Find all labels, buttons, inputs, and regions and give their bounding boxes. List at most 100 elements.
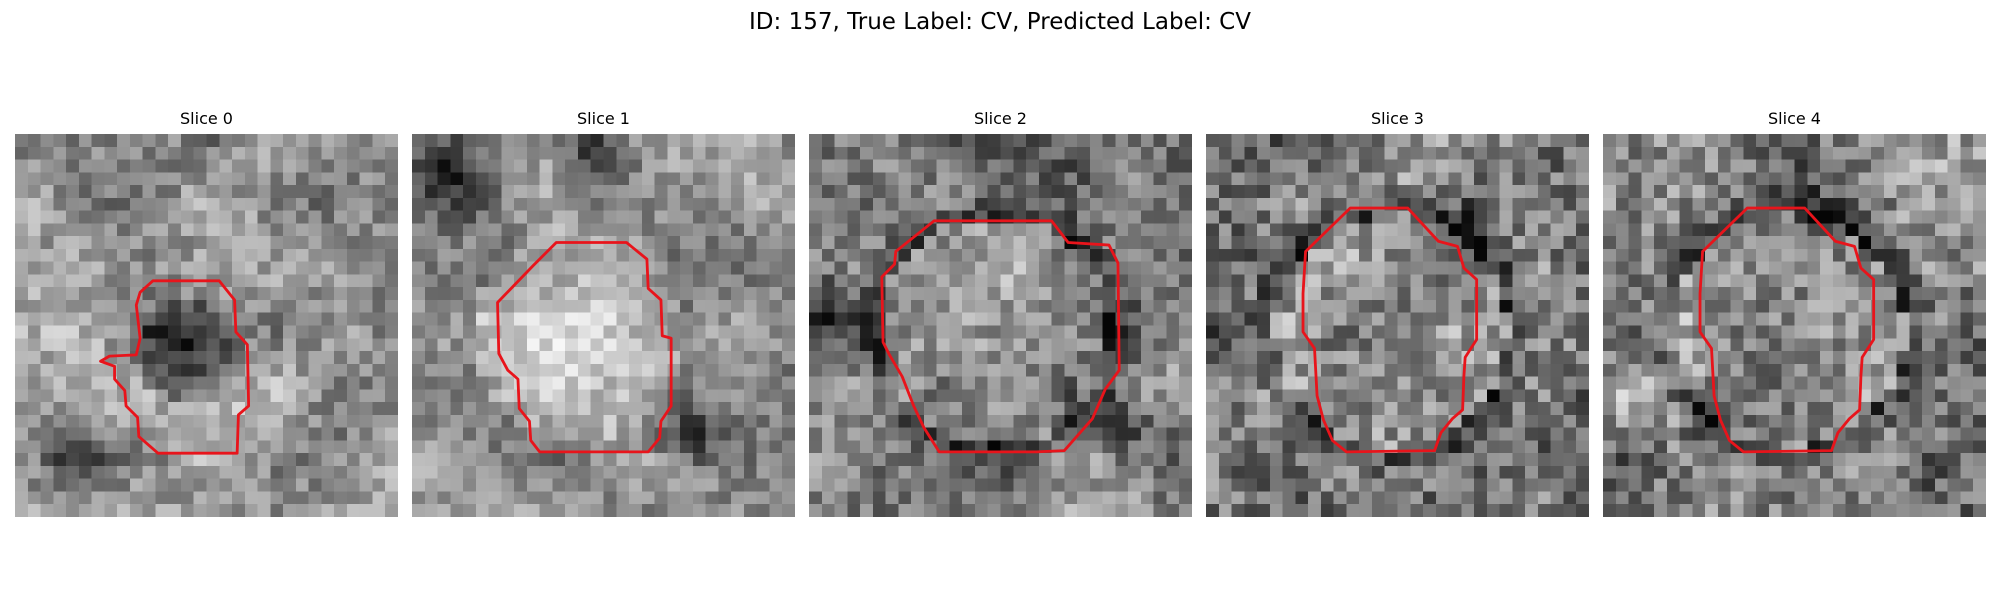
- image-pixel: [129, 363, 143, 377]
- image-pixel: [962, 453, 976, 467]
- image-pixel: [885, 389, 899, 403]
- slice-image: [15, 134, 398, 517]
- image-pixel: [1692, 478, 1706, 492]
- image-pixel: [936, 376, 950, 390]
- image-pixel: [40, 236, 54, 250]
- image-pixel: [1909, 210, 1923, 224]
- image-pixel: [1563, 351, 1577, 365]
- image-pixel: [1448, 351, 1462, 365]
- image-pixel: [321, 287, 335, 301]
- image-pixel: [949, 402, 963, 416]
- image-pixel: [206, 223, 220, 237]
- image-pixel: [898, 223, 912, 237]
- image-pixel: [1282, 248, 1296, 262]
- image-pixel: [603, 363, 617, 377]
- image-pixel: [193, 465, 207, 479]
- image-pixel: [1807, 172, 1821, 186]
- image-pixel: [1231, 274, 1245, 288]
- image-pixel: [1166, 274, 1180, 288]
- image-pixel: [1692, 159, 1706, 173]
- image-pixel: [1384, 299, 1398, 313]
- image-pixel: [334, 210, 348, 224]
- image-pixel: [1654, 134, 1668, 148]
- image-pixel: [872, 185, 886, 199]
- image-pixel: [949, 504, 963, 517]
- image-pixel: [66, 465, 80, 479]
- image-pixel: [1474, 172, 1488, 186]
- image-pixel: [1871, 210, 1885, 224]
- image-pixel: [809, 351, 823, 365]
- image-pixel: [53, 146, 67, 160]
- image-pixel: [53, 504, 67, 517]
- image-pixel: [1537, 287, 1551, 301]
- image-pixel: [1269, 325, 1283, 339]
- image-pixel: [1934, 146, 1948, 160]
- image-pixel: [1550, 427, 1564, 441]
- image-pixel: [1295, 274, 1309, 288]
- image-pixel: [142, 351, 156, 365]
- image-pixel: [40, 287, 54, 301]
- image-pixel: [412, 312, 426, 326]
- image-pixel: [1359, 287, 1373, 301]
- image-pixel: [705, 351, 719, 365]
- image-pixel: [372, 504, 386, 517]
- image-pixel: [821, 376, 835, 390]
- image-pixel: [769, 402, 783, 416]
- image-pixel: [1269, 504, 1283, 517]
- image-pixel: [911, 338, 925, 352]
- image-pixel: [1512, 376, 1526, 390]
- image-pixel: [565, 427, 579, 441]
- image-pixel: [1603, 478, 1617, 492]
- image-pixel: [1896, 210, 1910, 224]
- image-pixel: [155, 363, 169, 377]
- image-pixel: [1960, 363, 1974, 377]
- image-pixel: [1257, 172, 1271, 186]
- image-pixel: [1461, 223, 1475, 237]
- image-pixel: [987, 440, 1001, 454]
- image-pixel: [1756, 236, 1770, 250]
- image-pixel: [1666, 274, 1680, 288]
- image-pixel: [346, 223, 360, 237]
- image-pixel: [1922, 440, 1936, 454]
- image-pixel: [321, 478, 335, 492]
- image-pixel: [385, 223, 398, 237]
- image-pixel: [283, 185, 297, 199]
- image-pixel: [463, 299, 477, 313]
- image-pixel: [1794, 261, 1808, 275]
- image-pixel: [1883, 376, 1897, 390]
- image-pixel: [372, 363, 386, 377]
- image-pixel: [667, 299, 681, 313]
- image-pixel: [180, 134, 194, 148]
- image-pixel: [1308, 504, 1322, 517]
- image-pixel: [680, 389, 694, 403]
- image-pixel: [91, 491, 105, 505]
- image-pixel: [475, 134, 489, 148]
- image-pixel: [1563, 210, 1577, 224]
- image-pixel: [898, 134, 912, 148]
- image-pixel: [1435, 159, 1449, 173]
- image-pixel: [1883, 338, 1897, 352]
- image-pixel: [885, 185, 899, 199]
- image-pixel: [385, 504, 398, 517]
- image-pixel: [718, 248, 732, 262]
- image-pixel: [270, 389, 284, 403]
- image-pixel: [1282, 453, 1296, 467]
- image-pixel: [1448, 504, 1462, 517]
- image-pixel: [1218, 325, 1232, 339]
- image-pixel: [898, 325, 912, 339]
- image-pixel: [1743, 389, 1757, 403]
- image-pixel: [641, 414, 655, 428]
- image-pixel: [117, 478, 131, 492]
- image-pixel: [155, 504, 169, 517]
- image-pixel: [514, 197, 528, 211]
- image-pixel: [450, 465, 464, 479]
- image-pixel: [53, 491, 67, 505]
- image-pixel: [129, 440, 143, 454]
- image-pixel: [1499, 351, 1513, 365]
- image-pixel: [142, 376, 156, 390]
- image-pixel: [809, 389, 823, 403]
- image-pixel: [475, 465, 489, 479]
- image-pixel: [1051, 427, 1065, 441]
- image-pixel: [1537, 299, 1551, 313]
- image-pixel: [1423, 402, 1437, 416]
